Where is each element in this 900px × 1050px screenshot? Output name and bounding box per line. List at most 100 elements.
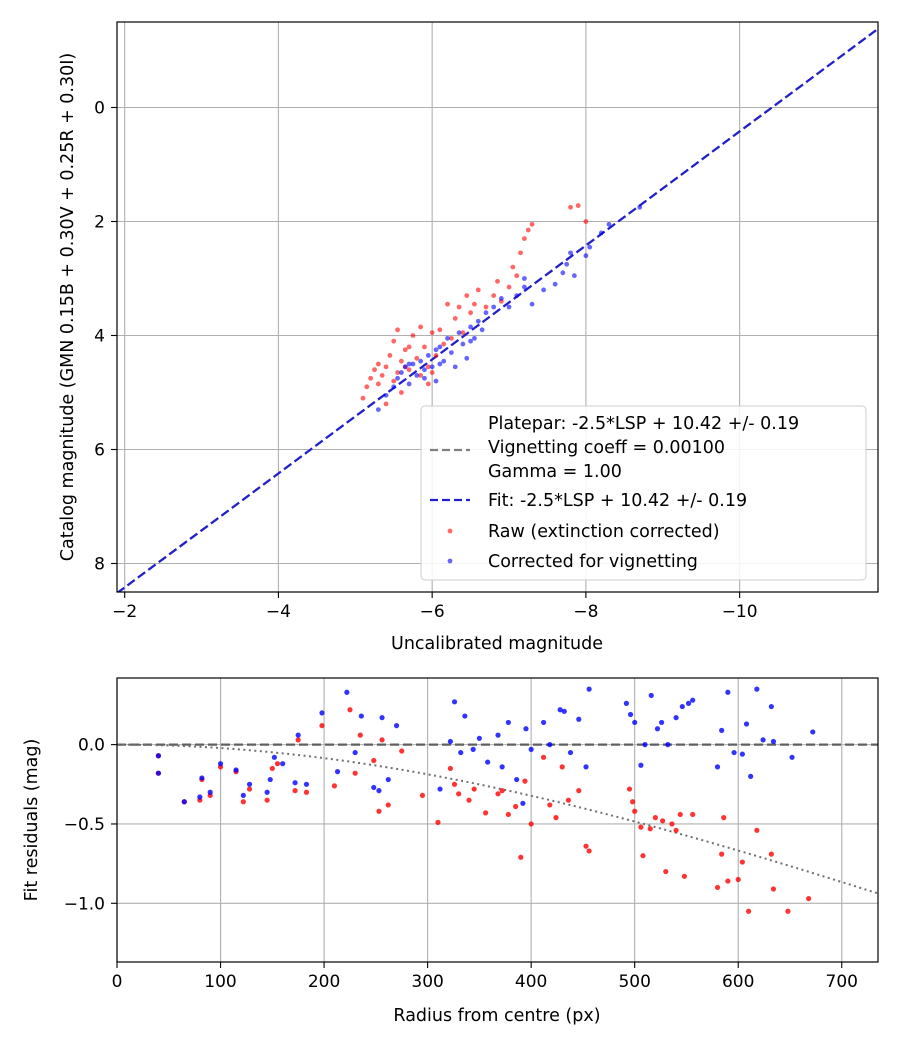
raw-point [429,330,435,336]
corrected-point [714,764,721,770]
raw-point [376,808,382,814]
corrected-point [371,784,377,791]
corrected-point [685,700,692,706]
raw-point [274,761,281,767]
x-tick-label: 500 [618,972,650,992]
raw-point [583,843,589,849]
corrected-point [197,794,203,800]
raw-point [735,876,741,883]
raw-point [399,390,404,395]
raw-point [482,810,489,816]
corrected-point [576,716,582,722]
corrected-point [623,700,630,706]
raw-point [264,797,270,803]
corrected-point [495,732,501,738]
corrected-point [514,293,520,298]
corrected-point [520,800,526,806]
corrected-point [654,726,661,732]
corrected-point [748,773,754,779]
corrected-point [491,304,497,310]
raw-point [437,327,443,333]
raw-point [425,381,431,387]
corrected-point [295,732,301,738]
raw-point [445,301,450,307]
corrected-point [770,738,777,745]
corrected-point [292,780,298,786]
raw-point [565,797,572,803]
x-tick-label: 200 [308,972,340,992]
raw-point [721,815,727,821]
raw-point [768,851,774,857]
raw-point [652,815,658,821]
corrected-point [754,686,760,692]
x-tick-label: −10 [722,602,758,622]
raw-point [451,781,458,787]
raw-point [246,786,253,792]
x-tick-label: −8 [573,602,598,622]
raw-point [395,327,400,333]
corrected-point [233,767,239,773]
x-tick-label: −4 [266,602,291,622]
corrected-point [567,749,574,756]
raw-point [419,792,426,799]
corrected-point [422,375,427,381]
bottom-reference-lines [117,743,878,895]
corrected-point [690,697,696,703]
corrected-point [433,378,439,384]
corrected-point [264,789,270,795]
corrected-point [472,335,477,341]
corrected-point [406,361,412,367]
corrected-point [303,781,310,787]
corrected-point [383,392,389,398]
y-tick-label: 4 [94,327,105,347]
raw-point [387,353,393,358]
corrected-point [399,370,404,375]
corrected-point [505,719,511,726]
raw-point [540,754,547,760]
corrected-point [267,776,273,783]
raw-point [464,293,470,298]
raw-point [673,827,679,833]
raw-point [518,250,523,256]
raw-point [505,811,511,818]
corrected-point [637,204,643,210]
corrected-point [240,792,246,799]
raw-point [770,886,777,892]
corrected-point [571,273,577,279]
raw-point [690,811,696,818]
raw-point [510,264,516,270]
corrected-point [552,281,558,287]
raw-point [468,310,473,316]
corrected-point [743,721,750,727]
corrected-point [760,737,766,743]
raw-point [529,221,535,227]
corrected-point [529,301,535,307]
raw-point [379,737,385,743]
raw-point [414,355,420,361]
legend-vignetting-label: Vignetting coeff = 0.00100 [488,438,725,458]
raw-point [681,873,687,879]
x-tick-label: 0 [112,972,123,992]
raw-point [714,884,721,891]
raw-point [547,802,553,808]
corrected-point [568,250,573,256]
corrected-point [319,710,325,716]
raw-point [647,826,653,832]
raw-point [472,301,477,307]
raw-point [663,868,669,875]
raw-point [553,815,559,821]
raw-point [660,818,666,824]
raw-point [632,808,638,814]
raw-point [785,908,791,914]
raw-point [630,799,636,805]
corrected-point [410,361,416,367]
bottom-points [155,686,816,914]
raw-point [525,227,531,233]
x-tick-label: −6 [420,602,445,622]
raw-point [495,278,500,284]
raw-point [475,287,481,293]
top-points [360,203,643,412]
y-tick-label: 0.0 [78,736,105,756]
corrected-point [638,762,644,768]
corrected-point [476,735,482,741]
